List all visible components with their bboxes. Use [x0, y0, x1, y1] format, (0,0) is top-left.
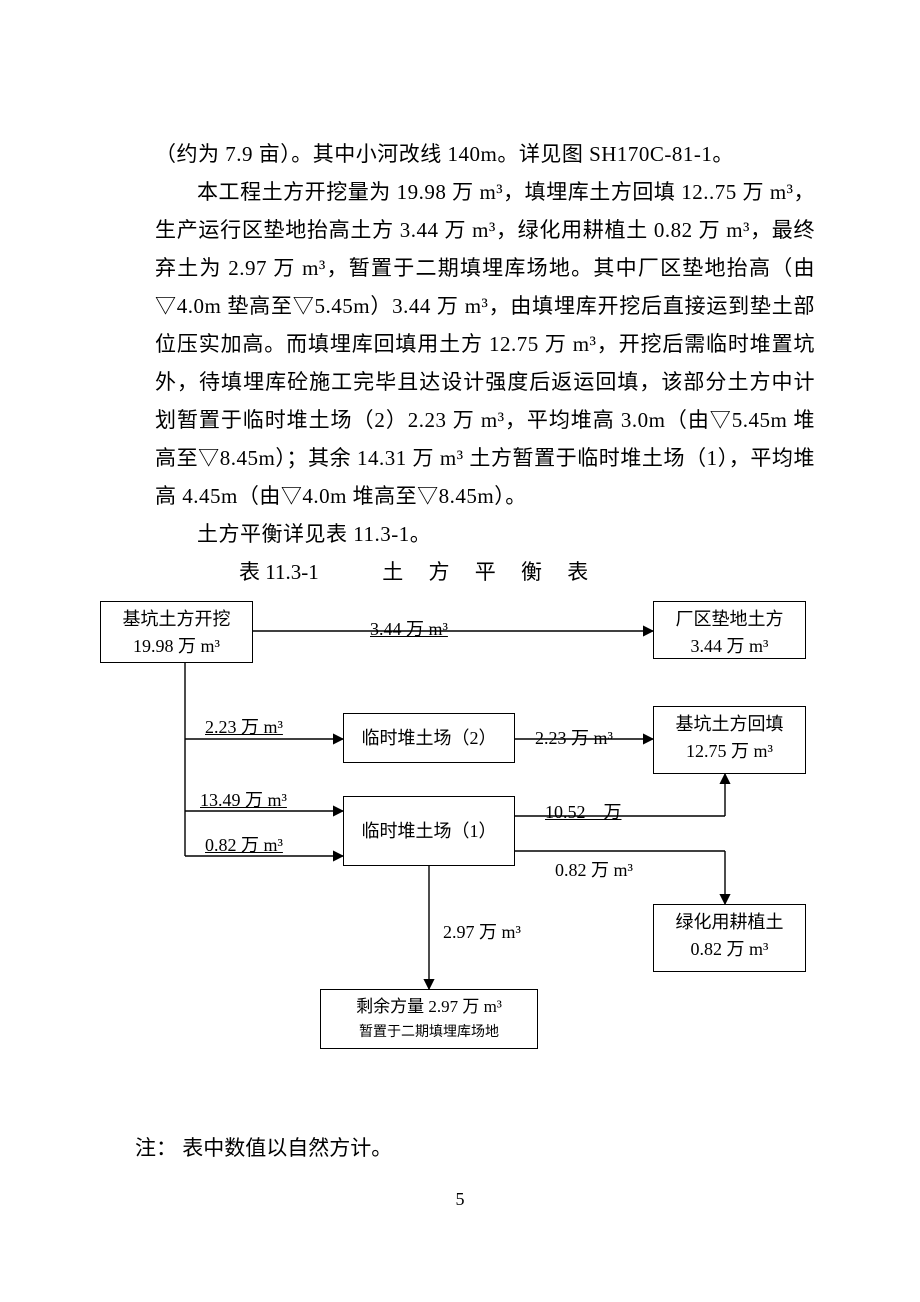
page-number: 5 — [0, 1189, 920, 1210]
paragraph-2: 本工程土方开挖量为 19.98 万 m³，填埋库土方回填 12..75 万 m³… — [155, 173, 815, 515]
node-backfill-l1: 基坑土方回填 — [660, 711, 799, 738]
node-site-raise-l2: 3.44 万 m³ — [660, 633, 799, 659]
node-excavation-l2: 19.98 万 m³ — [107, 633, 246, 660]
edge-label-2-23-right: 2.23 万 m³ — [535, 727, 613, 749]
table-title: 土 方 平 衡 表 — [382, 560, 598, 584]
node-backfill: 基坑土方回填 12.75 万 m³ — [653, 706, 806, 774]
node-surplus-l2: 暂置于二期填埋库场地 — [327, 1020, 531, 1046]
node-greening-l1: 绿化用耕植土 — [660, 909, 799, 936]
node-surplus-l1: 剩余方量 2.97 万 m³ — [327, 994, 531, 1020]
node-temp2-l1: 临时堆土场（2） — [350, 718, 508, 758]
edge-label-13-49: 13.49 万 m³ — [200, 789, 287, 811]
footnote: 注： 表中数值以自然方计。 — [135, 1129, 815, 1167]
paragraph-3: 土方平衡详见表 11.3-1。 — [155, 515, 815, 553]
node-backfill-l2: 12.75 万 m³ — [660, 738, 799, 765]
node-temp1: 临时堆土场（1） — [343, 796, 515, 866]
table-number: 表 11.3-1 — [197, 553, 377, 591]
node-excavation-l1: 基坑土方开挖 — [107, 606, 246, 633]
node-site-raise-l1: 厂区垫地土方 — [660, 606, 799, 633]
table-header: 表 11.3-1 土 方 平 衡 表 — [155, 553, 815, 591]
node-greening-l2: 0.82 万 m³ — [660, 936, 799, 963]
node-excavation: 基坑土方开挖 19.98 万 m³ — [100, 601, 253, 663]
edge-label-0-82-right: 0.82 万 m³ — [555, 859, 633, 881]
paragraph-1: （约为 7.9 亩）。其中小河改线 140m。详见图 SH170C-81-1。 — [155, 135, 815, 173]
node-surplus: 剩余方量 2.97 万 m³ 暂置于二期填埋库场地 — [320, 989, 538, 1049]
edge-label-top: 3.44 万 m³ — [370, 618, 448, 640]
node-greening: 绿化用耕植土 0.82 万 m³ — [653, 904, 806, 972]
node-temp1-l1: 临时堆土场（1） — [350, 801, 508, 861]
node-site-raise: 厂区垫地土方 3.44 万 m³ — [653, 601, 806, 659]
edge-label-2-97: 2.97 万 m³ — [443, 921, 521, 943]
edge-label-10-52: 10.52 万 — [545, 801, 622, 823]
earthwork-balance-diagram: 基坑土方开挖 19.98 万 m³ 厂区垫地土方 3.44 万 m³ 临时堆土场… — [95, 601, 815, 1071]
edge-label-2-23-left: 2.23 万 m³ — [205, 716, 283, 738]
edge-label-0-82-left: 0.82 万 m³ — [205, 834, 283, 856]
node-temp2: 临时堆土场（2） — [343, 713, 515, 763]
